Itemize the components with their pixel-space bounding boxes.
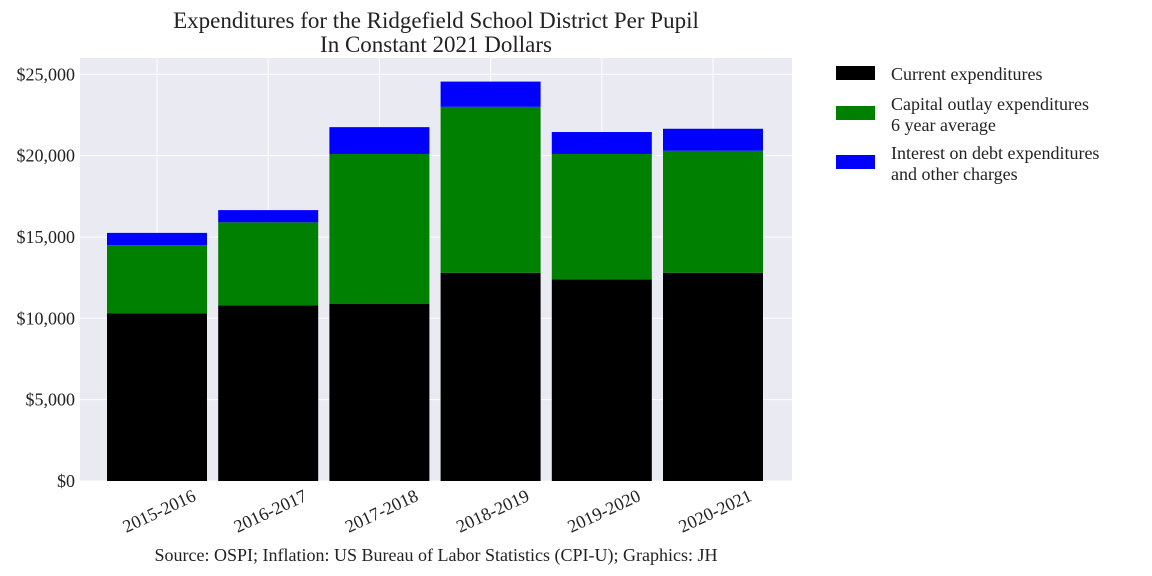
legend-label: Interest on debt expenditures	[891, 143, 1099, 163]
bar-segment	[218, 210, 319, 223]
x-tick-label: 2018-2019	[453, 485, 532, 536]
x-axis-ticks: 2015-2016 2016-2017 2017-2018 2018-2019 2019…	[120, 485, 755, 536]
legend-label: 6 year average	[891, 115, 996, 135]
y-axis-ticks: $0 $5,000 $10,000 $15,000 $20,000 $25,000	[17, 64, 76, 491]
source-footer: Source: OSPI; Inflation: US Bureau of La…	[155, 545, 718, 566]
bars	[107, 81, 763, 481]
bar-segment	[663, 128, 763, 151]
y-tick-label: $20,000	[17, 146, 76, 166]
bar-segment	[551, 132, 652, 154]
bar-segment	[329, 303, 430, 481]
legend-swatch	[836, 106, 875, 120]
y-tick-label: $25,000	[17, 64, 76, 84]
y-tick-label: $0	[57, 471, 75, 491]
bar-segment	[218, 305, 319, 481]
x-tick-label: 2020-2021	[676, 485, 755, 536]
x-tick-label: 2019-2020	[564, 485, 643, 536]
bar-segment	[551, 153, 652, 280]
legend: Current expenditures Capital outlay expen…	[836, 64, 1099, 184]
legend-label: Capital outlay expenditures	[891, 94, 1089, 114]
chart-title-line: Expenditures for the Ridgefield School D…	[173, 8, 699, 33]
chart-title-line: In Constant 2021 Dollars	[320, 32, 552, 57]
bar-segment	[663, 272, 763, 481]
y-tick-label: $5,000	[26, 390, 76, 410]
bar-segment	[107, 232, 207, 246]
legend-label: and other charges	[891, 164, 1018, 184]
y-tick-label: $10,000	[17, 308, 76, 328]
y-tick-label: $15,000	[17, 227, 76, 247]
bar-segment	[107, 245, 207, 314]
bar-segment	[329, 127, 430, 154]
x-tick-label: 2016-2017	[231, 485, 310, 536]
chart-title: Expenditures for the Ridgefield School D…	[173, 8, 699, 57]
legend-swatch	[836, 66, 875, 80]
bar-segment	[218, 222, 319, 306]
x-tick-label: 2015-2016	[120, 485, 199, 536]
x-tick-label: 2017-2018	[342, 485, 421, 536]
bar-segment	[440, 106, 541, 273]
bar-segment	[663, 150, 763, 273]
legend-label: Current expenditures	[891, 64, 1042, 84]
bar-segment	[440, 272, 541, 481]
legend-swatch	[836, 155, 875, 169]
bar-segment	[551, 279, 652, 481]
bar-segment	[107, 313, 207, 481]
bar-segment	[329, 153, 430, 304]
bar-segment	[440, 81, 541, 107]
